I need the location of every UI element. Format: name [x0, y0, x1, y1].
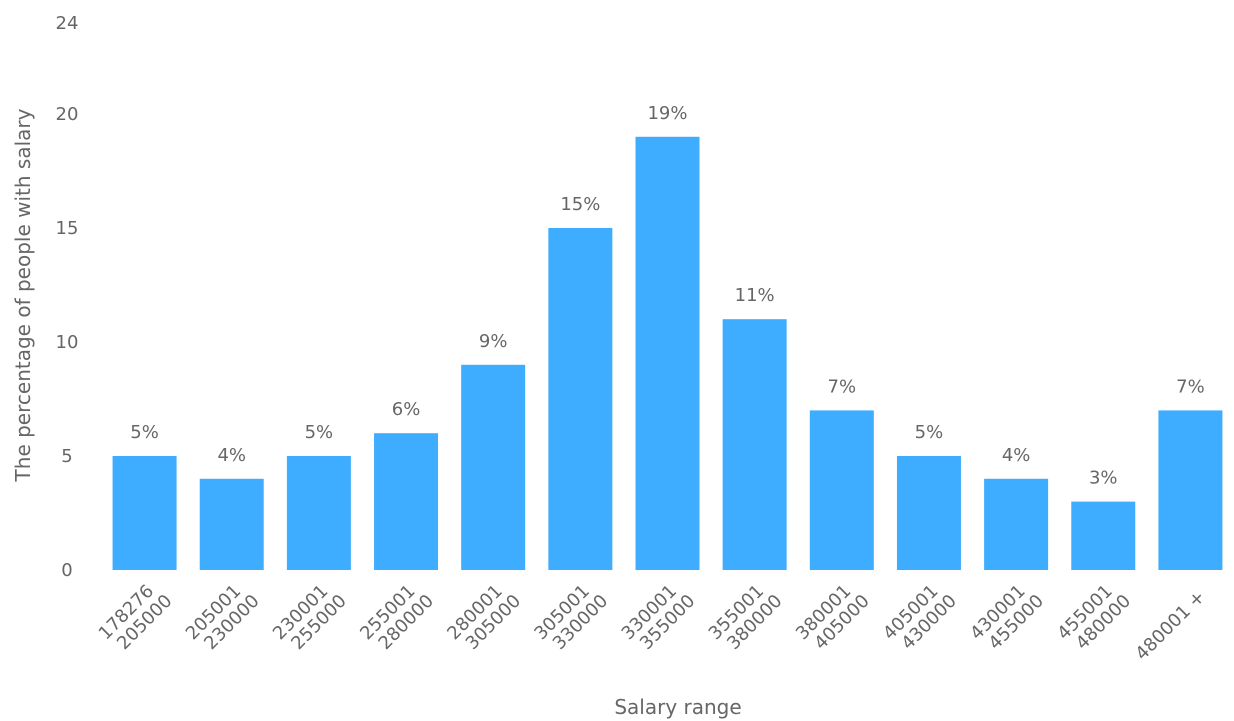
bar-value-label: 19% [647, 103, 687, 124]
bar [809, 410, 874, 570]
y-axis: 0 5 10 15 20 24 [56, 13, 79, 581]
bar-value-label: 7% [828, 376, 857, 397]
bar-value-label: 3% [1089, 468, 1118, 489]
bar [374, 433, 439, 570]
y-tick-label: 5 [61, 446, 72, 467]
bar-value-label: 4% [217, 445, 246, 466]
y-axis-title: The percentage of people with salary [11, 108, 35, 482]
x-tick-label: 480001 + [1131, 586, 1209, 664]
bar [548, 228, 613, 570]
bar [635, 136, 700, 571]
bar [461, 364, 526, 570]
bar-value-label: 6% [392, 399, 421, 420]
bar [896, 456, 961, 570]
bar [1071, 501, 1136, 570]
bar [722, 319, 787, 570]
bar-value-label: 5% [305, 422, 334, 443]
data-labels: 5% 4% 5% 6% 9% 15% 19% 11% 7% 5% 4% 3% 7% [130, 103, 1204, 489]
bar-value-label: 5% [915, 422, 944, 443]
bar [1158, 410, 1223, 570]
bar [112, 456, 177, 570]
bars [112, 136, 1223, 571]
bar [286, 456, 351, 570]
bar-value-label: 11% [735, 285, 775, 306]
x-axis-title: Salary range [614, 695, 741, 719]
y-tick-label: 15 [56, 218, 79, 239]
bar-value-label: 9% [479, 331, 508, 352]
y-tick-label: 0 [61, 560, 72, 581]
bar [199, 478, 264, 570]
bar-value-label: 4% [1002, 445, 1031, 466]
y-tick-label: 24 [56, 13, 79, 34]
y-tick-label: 20 [56, 104, 79, 125]
x-category-label: 480001 + [1131, 586, 1209, 664]
bar-value-label: 15% [560, 194, 600, 215]
y-tick-label: 10 [56, 332, 79, 353]
bar [984, 478, 1049, 570]
bar-value-label: 7% [1176, 376, 1205, 397]
bar-value-label: 5% [130, 422, 159, 443]
